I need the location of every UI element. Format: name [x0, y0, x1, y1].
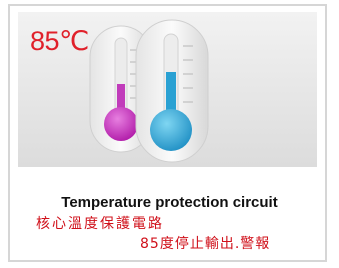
page: {"badge": "85℃", "caption": {"title": "T… — [0, 0, 339, 268]
caption-line: 85度停止輸出.警報 — [140, 233, 270, 253]
caption-line: 核心溫度保護電路 — [36, 213, 164, 233]
temperature-badge: 85℃ — [30, 26, 89, 57]
caption-title: Temperature protection circuit — [0, 194, 339, 211]
